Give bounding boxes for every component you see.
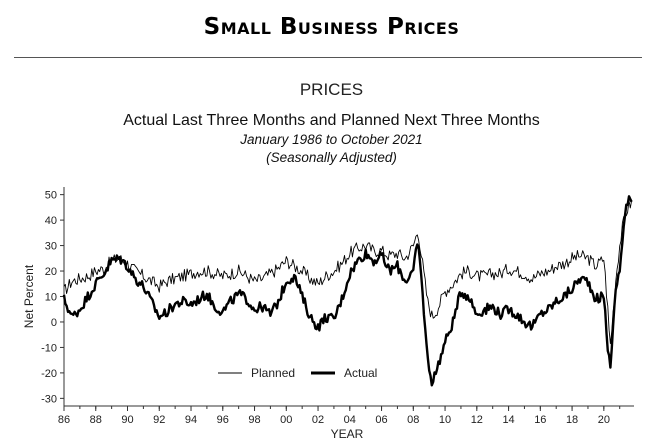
y-tick-label: 0	[51, 317, 57, 329]
x-axis-title: YEAR	[331, 427, 364, 441]
page-header: Small Business Prices	[203, 14, 460, 40]
x-tick-label: 00	[280, 414, 292, 426]
y-tick-label: 30	[45, 241, 57, 253]
section-title: PRICES	[299, 80, 364, 99]
x-tick-label: 18	[566, 414, 578, 426]
y-tick-label: 10	[45, 292, 57, 304]
header-divider	[14, 57, 642, 58]
x-tick-label: 12	[471, 414, 483, 426]
chart-title: Actual Last Three Months and Planned Nex…	[123, 112, 540, 129]
x-tick-label: 20	[598, 414, 610, 426]
legend-label-planned: Planned	[251, 366, 295, 380]
y-tick-label: 20	[45, 266, 57, 278]
x-tick-label: 08	[407, 414, 419, 426]
x-tick-label: 86	[58, 414, 70, 426]
y-tick-label: -20	[41, 368, 57, 380]
x-tick-label: 92	[153, 414, 165, 426]
chart-date-range: January 1986 to October 2021	[240, 132, 423, 147]
x-tick-label: 88	[90, 414, 102, 426]
chart-adjustment-note: (Seasonally Adjusted)	[266, 150, 397, 165]
x-tick-label: 06	[375, 414, 387, 426]
x-tick-label: 90	[121, 414, 133, 426]
y-tick-label: -10	[41, 342, 57, 354]
x-tick-label: 04	[344, 414, 356, 426]
y-tick-label: -30	[41, 393, 57, 405]
x-tick-label: 98	[248, 414, 260, 426]
x-tick-label: 96	[217, 414, 229, 426]
x-tick-label: 02	[312, 414, 324, 426]
series-line-planned	[63, 199, 633, 345]
x-tick-label: 14	[502, 414, 514, 426]
y-axis-title: Net Percent	[22, 264, 36, 328]
x-tick-label: 94	[185, 414, 197, 426]
series-line-actual	[62, 195, 633, 387]
legend-label-actual: Actual	[344, 366, 377, 380]
x-tick-label: 16	[534, 414, 546, 426]
x-tick-label: 10	[439, 414, 451, 426]
y-tick-label: 40	[45, 215, 57, 227]
y-tick-label: 50	[45, 190, 57, 202]
